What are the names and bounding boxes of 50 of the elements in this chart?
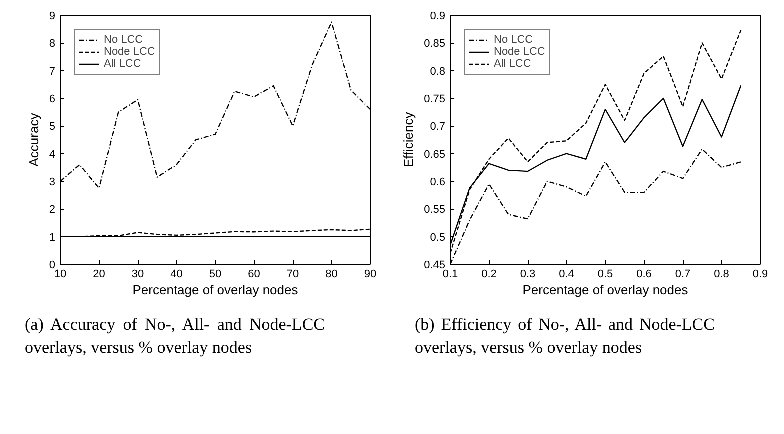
- x-tick-label: 20: [93, 268, 106, 280]
- legend-label: Node LCC: [104, 46, 156, 58]
- y-tick-label: 8: [49, 38, 56, 50]
- y-tick-label: 0.85: [424, 38, 446, 50]
- y-tick-label: 5: [49, 121, 56, 134]
- y-tick-label: 1: [49, 232, 56, 244]
- legend-label: Node LCC: [494, 46, 546, 58]
- x-tick-label: 0.8: [714, 268, 730, 280]
- y-tick-label: 0.55: [424, 204, 446, 216]
- x-tick-label: 30: [132, 268, 144, 280]
- y-tick-label: 3: [49, 176, 56, 188]
- y-tick-label: 0.45: [424, 260, 446, 272]
- y-tick-label: 9: [49, 10, 56, 22]
- x-axis-title: Percentage of overlay nodes: [132, 282, 299, 298]
- x-tick-label: 60: [248, 268, 260, 280]
- y-tick-label: 4: [49, 148, 56, 161]
- legend-label: No LCC: [104, 34, 144, 46]
- legend-label: No LCC: [494, 34, 534, 46]
- y-tick-label: 0: [49, 260, 56, 272]
- y-tick-label: 0.5: [430, 232, 446, 244]
- x-tick-label: 40: [170, 268, 183, 280]
- x-tick-label: 70: [286, 268, 300, 280]
- x-tick-label: 0.7: [675, 268, 691, 280]
- x-tick-label: 0.1: [442, 268, 458, 280]
- x-tick-label: 80: [326, 268, 338, 280]
- x-tick-label: 0.2: [482, 268, 497, 280]
- y-tick-label: 0.6: [430, 176, 446, 188]
- x-axis-title: Percentage of overlay nodes: [522, 282, 689, 298]
- y-tick-label: 2: [49, 204, 56, 216]
- x-tick-label: 0.5: [598, 268, 614, 280]
- y-axis-title: Efficiency: [401, 112, 416, 168]
- x-tick-label: 0.6: [636, 268, 652, 280]
- legend-label: All LCC: [494, 58, 532, 70]
- y-tick-label: 0.7: [430, 121, 446, 134]
- x-tick-label: 0.3: [520, 268, 536, 280]
- text: (a) Accuracy of No-, All- and Node-LCC overlays, versus % overlay nodes: [25, 314, 325, 359]
- x-tick-label: 50: [209, 268, 222, 280]
- x-tick-label: 0.4: [559, 268, 574, 280]
- y-tick-label: 6: [49, 94, 56, 106]
- y-axis-title: Accuracy: [26, 112, 42, 167]
- x-tick-label: 0.9: [752, 268, 768, 280]
- y-tick-label: 0.75: [424, 94, 446, 106]
- y-tick-label: 7: [49, 66, 56, 78]
- y-tick-label: 0.9: [430, 10, 446, 22]
- legend-label: All LCC: [104, 58, 142, 70]
- x-tick-label: 90: [364, 268, 377, 280]
- y-tick-label: 0.65: [424, 148, 446, 161]
- text: (b) Efficiency of No-, All- and Node-LCC overlays, versus % overlay nodes: [415, 314, 715, 359]
- x-tick-label: 10: [54, 268, 67, 280]
- y-tick-label: 0.8: [430, 66, 446, 78]
